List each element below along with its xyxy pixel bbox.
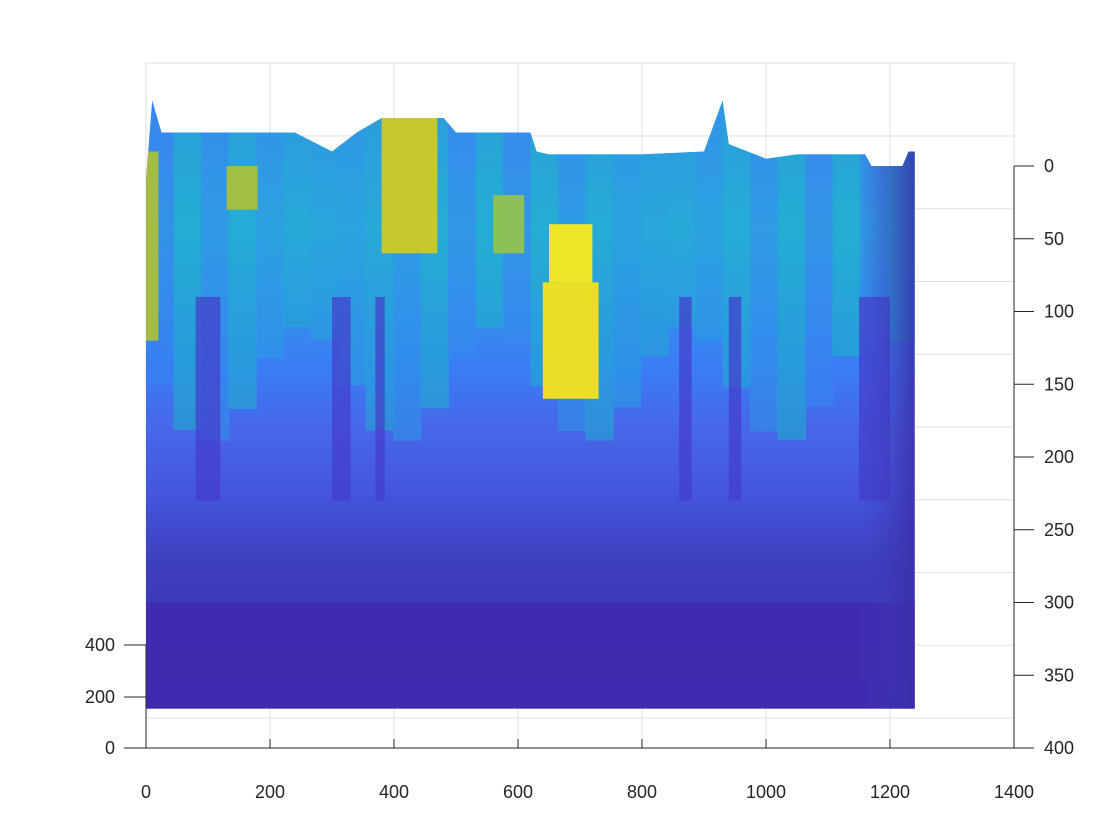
z-tick-label: 150	[1044, 374, 1074, 394]
surface-patch	[832, 100, 861, 356]
z-tick-label: 250	[1044, 520, 1074, 540]
x-tick-label: 1200	[870, 782, 910, 802]
z-tick-label: 350	[1044, 665, 1074, 685]
z-tick-label: 200	[1044, 447, 1074, 467]
surface	[146, 100, 915, 709]
z-ticks: 0 50 100 150 200 250 300 350 400	[1014, 156, 1074, 758]
surface-patch	[750, 100, 779, 432]
x-tick-label: 0	[141, 782, 151, 802]
y-ticks: 0 200 400	[85, 635, 146, 758]
surface-patch	[255, 100, 285, 359]
surface-hot-patch	[381, 117, 438, 254]
surface-patch	[228, 100, 257, 410]
surface-patch	[612, 100, 642, 408]
x-tick-label: 200	[255, 782, 285, 802]
surface-right-shade	[859, 100, 915, 709]
surface-patch	[667, 100, 697, 327]
surface-patch	[375, 296, 385, 501]
x-tick-label: 800	[627, 782, 657, 802]
z-tick-label: 0	[1044, 156, 1054, 176]
surface-hot-patch	[493, 195, 525, 254]
x-tick-label: 1400	[994, 782, 1034, 802]
surface-patch	[804, 100, 834, 407]
surface-hot-patch	[549, 224, 593, 283]
surface-patch	[448, 100, 477, 358]
surface-hot-patch	[226, 166, 258, 210]
surface-patch	[679, 296, 692, 501]
surface-patch	[777, 100, 806, 441]
surface-patch	[332, 296, 351, 501]
z-tick-label: 50	[1044, 229, 1064, 249]
z-tick-label: 100	[1044, 302, 1074, 322]
x-tick-label: 400	[379, 782, 409, 802]
surface-patch	[283, 100, 312, 328]
surface-patch	[728, 296, 742, 501]
x-tick-label: 1000	[746, 782, 786, 802]
surface-hot-patch	[146, 151, 159, 341]
y-tick-label: 200	[85, 687, 115, 707]
y-tick-label: 0	[105, 738, 115, 758]
surface-patch	[640, 100, 669, 357]
x-tick-label: 600	[503, 782, 533, 802]
z-tick-label: 400	[1044, 738, 1074, 758]
surface-patch	[195, 296, 221, 501]
surface-band	[146, 602, 915, 709]
x-ticks: 0 200 400 600 800 1000 1200 1400	[141, 739, 1034, 802]
surface-hot-patch	[542, 282, 599, 399]
y-tick-label: 400	[85, 635, 115, 655]
surface-patch	[695, 100, 724, 341]
z-tick-label: 300	[1044, 593, 1074, 613]
